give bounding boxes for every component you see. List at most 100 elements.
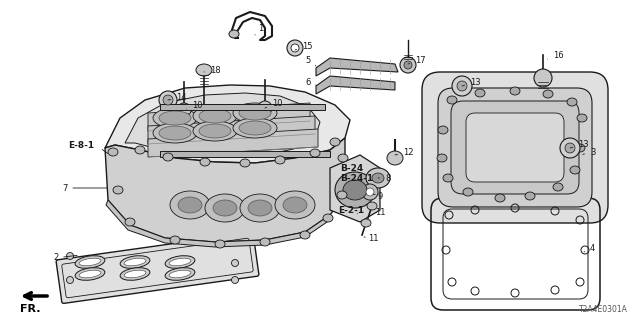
Ellipse shape: [570, 166, 580, 174]
Ellipse shape: [310, 149, 320, 157]
Ellipse shape: [159, 126, 191, 140]
Ellipse shape: [575, 144, 585, 152]
Ellipse shape: [170, 236, 180, 244]
Ellipse shape: [283, 197, 307, 213]
Ellipse shape: [495, 194, 505, 202]
Text: 4: 4: [584, 244, 595, 252]
Ellipse shape: [67, 252, 74, 260]
Ellipse shape: [79, 258, 101, 266]
Ellipse shape: [196, 64, 212, 76]
Ellipse shape: [165, 268, 195, 280]
Ellipse shape: [205, 194, 245, 222]
Text: 8: 8: [378, 173, 390, 182]
Ellipse shape: [447, 96, 457, 104]
Ellipse shape: [337, 191, 347, 199]
Ellipse shape: [233, 118, 277, 138]
Ellipse shape: [153, 123, 197, 143]
Text: E-2-1: E-2-1: [338, 205, 364, 214]
Ellipse shape: [372, 173, 384, 183]
Polygon shape: [148, 129, 318, 157]
Ellipse shape: [67, 276, 74, 284]
FancyBboxPatch shape: [56, 233, 259, 303]
Ellipse shape: [124, 270, 146, 278]
Ellipse shape: [169, 270, 191, 278]
Ellipse shape: [79, 270, 101, 278]
Text: 11: 11: [370, 207, 385, 220]
Text: 5: 5: [305, 55, 316, 66]
Ellipse shape: [124, 258, 146, 266]
Text: T2A4E0301A: T2A4E0301A: [579, 305, 628, 314]
Ellipse shape: [120, 256, 150, 268]
Ellipse shape: [452, 76, 472, 96]
Text: B-24-1: B-24-1: [340, 173, 373, 182]
Ellipse shape: [404, 61, 412, 69]
Text: 9: 9: [373, 191, 383, 201]
Ellipse shape: [125, 218, 135, 226]
Ellipse shape: [553, 183, 563, 191]
FancyBboxPatch shape: [466, 113, 564, 182]
Text: 16: 16: [548, 51, 564, 60]
Ellipse shape: [239, 121, 271, 135]
Text: 11: 11: [364, 234, 378, 243]
Text: B-24: B-24: [340, 164, 364, 172]
Ellipse shape: [510, 87, 520, 95]
Ellipse shape: [335, 172, 375, 208]
Ellipse shape: [525, 192, 535, 200]
Ellipse shape: [75, 268, 105, 280]
Text: 17: 17: [408, 55, 426, 65]
Ellipse shape: [232, 276, 239, 284]
Ellipse shape: [75, 256, 105, 268]
Text: 15: 15: [295, 42, 312, 51]
Ellipse shape: [193, 106, 237, 126]
Ellipse shape: [170, 191, 210, 219]
Ellipse shape: [108, 148, 118, 156]
Ellipse shape: [199, 109, 231, 123]
Ellipse shape: [457, 81, 467, 91]
Ellipse shape: [343, 180, 367, 200]
Ellipse shape: [113, 186, 123, 194]
Ellipse shape: [330, 138, 340, 146]
Polygon shape: [125, 93, 320, 157]
Text: 10: 10: [265, 99, 282, 108]
Ellipse shape: [233, 103, 277, 123]
Ellipse shape: [153, 108, 197, 128]
Ellipse shape: [443, 174, 453, 182]
Ellipse shape: [567, 98, 577, 106]
Ellipse shape: [367, 202, 377, 210]
Ellipse shape: [463, 188, 473, 196]
Polygon shape: [316, 58, 398, 76]
Polygon shape: [105, 138, 345, 242]
FancyBboxPatch shape: [438, 88, 592, 207]
Ellipse shape: [240, 194, 280, 222]
Text: 13: 13: [462, 77, 481, 86]
Ellipse shape: [165, 256, 195, 268]
Ellipse shape: [213, 200, 237, 216]
Polygon shape: [330, 155, 380, 222]
Ellipse shape: [300, 231, 310, 239]
Ellipse shape: [577, 114, 587, 122]
Polygon shape: [105, 85, 350, 163]
Ellipse shape: [178, 197, 202, 213]
Ellipse shape: [366, 188, 374, 196]
Ellipse shape: [229, 30, 239, 38]
Ellipse shape: [248, 200, 272, 216]
Ellipse shape: [215, 240, 225, 248]
Polygon shape: [106, 200, 330, 247]
Text: E-8-1: E-8-1: [68, 140, 94, 149]
Ellipse shape: [534, 69, 552, 87]
Polygon shape: [316, 76, 395, 94]
Ellipse shape: [258, 101, 272, 115]
Text: 2: 2: [53, 253, 77, 262]
Ellipse shape: [159, 91, 177, 109]
Ellipse shape: [275, 191, 315, 219]
Ellipse shape: [400, 57, 416, 73]
Ellipse shape: [565, 143, 575, 153]
Ellipse shape: [543, 90, 553, 98]
Ellipse shape: [200, 158, 210, 166]
Ellipse shape: [135, 146, 145, 154]
Text: 1: 1: [255, 23, 263, 35]
Ellipse shape: [232, 260, 239, 267]
Ellipse shape: [323, 214, 333, 222]
Ellipse shape: [387, 151, 403, 165]
Polygon shape: [160, 151, 330, 157]
